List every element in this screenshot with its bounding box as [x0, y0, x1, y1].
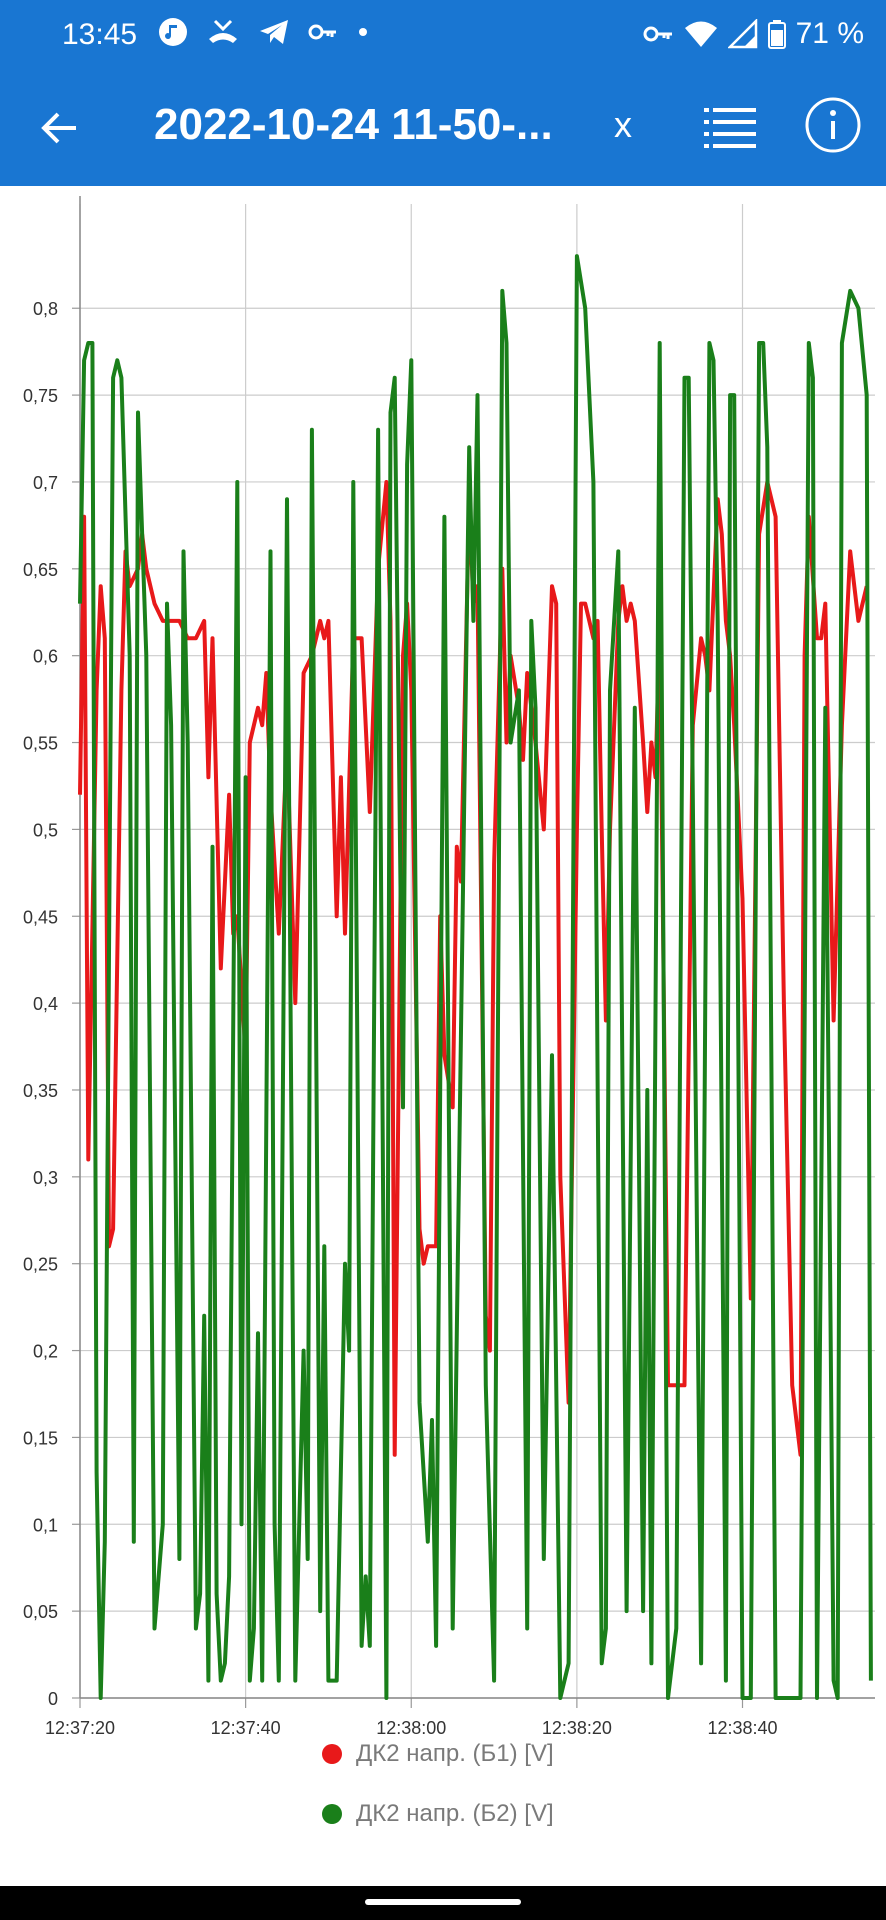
y-tick-label: 0,3 — [33, 1168, 58, 1188]
y-tick-label: 0,15 — [23, 1428, 58, 1448]
telegram-icon — [260, 20, 288, 44]
line-chart: 0 0,05 0,1 0,15 0,2 0,25 0,3 0,35 0,4 0,45 0,5 0,55… — [23, 196, 875, 1738]
x-tick-label: 12:37:40 — [211, 1718, 281, 1738]
y-tick-label: 0,55 — [23, 734, 58, 754]
y-tick-label: 0,75 — [23, 386, 58, 406]
key-icon — [308, 24, 336, 40]
x-tick-label: 12:38:00 — [376, 1718, 446, 1738]
y-tick-label: 0,5 — [33, 820, 58, 840]
home-gesture-handle[interactable] — [365, 1899, 521, 1905]
wifi-icon — [684, 21, 717, 47]
series-line-2 — [78, 254, 873, 1700]
y-tick-label: 0,65 — [23, 560, 58, 580]
page-title: 2022-10-24 11-50-... — [154, 100, 553, 149]
info-icon[interactable] — [804, 96, 862, 154]
status-bar: 13:45 71 % — [0, 0, 886, 70]
y-tick-label: 0,1 — [33, 1515, 58, 1535]
x-tick-label: 12:38:20 — [542, 1718, 612, 1738]
y-tick-label: 0,8 — [33, 299, 58, 319]
status-time: 13:45 — [62, 18, 138, 51]
y-tick-label: 0,6 — [33, 647, 58, 667]
legend-item-b1: ДК2 напр. (Б1) [V] — [322, 1740, 554, 1768]
y-tick-label: 0,25 — [23, 1255, 58, 1275]
legend-item-b2: ДК2 напр. (Б2) [V] — [322, 1800, 554, 1828]
series-line-1 — [78, 480, 869, 1457]
y-tick-label: 0,35 — [23, 1081, 58, 1101]
navigation-bar — [0, 1886, 886, 1920]
legend-label: ДК2 напр. (Б1) [V] — [356, 1740, 554, 1767]
y-tick-label: 0 — [48, 1689, 58, 1709]
x-tick-label: 12:37:20 — [45, 1718, 115, 1738]
music-icon — [159, 18, 187, 46]
dot-icon — [359, 28, 367, 36]
y-tick-label: 0,7 — [33, 473, 58, 493]
call-missed-icon — [209, 19, 237, 43]
legend-swatch — [322, 1744, 342, 1764]
app-bar: 2022-10-24 11-50-... x — [0, 70, 886, 186]
arrow-back-icon[interactable] — [36, 106, 80, 150]
signal-icon — [727, 19, 757, 49]
y-tick-label: 0,4 — [33, 994, 58, 1014]
close-button[interactable]: x — [614, 104, 632, 145]
battery-level: 71 % — [795, 17, 864, 50]
y-tick-label: 0,2 — [33, 1342, 58, 1362]
list-icon[interactable] — [704, 106, 756, 150]
y-tick-label: 0,05 — [23, 1602, 58, 1622]
legend-swatch — [322, 1804, 342, 1824]
x-tick-label: 12:38:40 — [707, 1718, 777, 1738]
legend-label: ДК2 напр. (Б2) [V] — [356, 1800, 554, 1827]
vpn-key-icon — [643, 26, 672, 42]
battery-icon — [767, 20, 786, 49]
y-tick-label: 0,45 — [23, 907, 58, 927]
